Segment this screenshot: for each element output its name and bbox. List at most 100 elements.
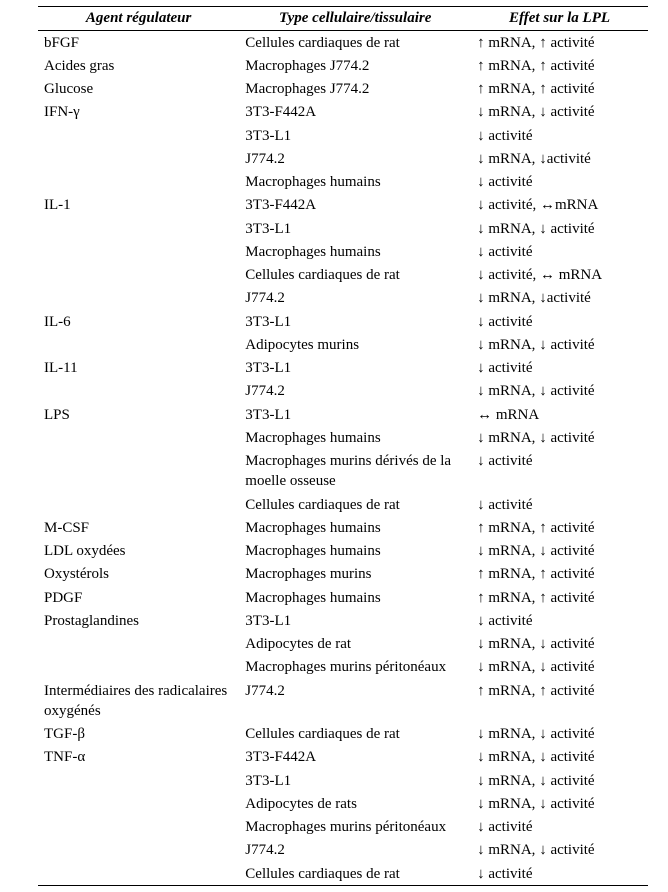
cell-type: Macrophages murins péritonéaux	[239, 816, 471, 839]
cell-type: Adipocytes de rats	[239, 792, 471, 815]
cell-effect: ↓ mRNA, ↓ activité	[471, 746, 648, 769]
table-row: GlucoseMacrophages J774.2↑ mRNA, ↑ activ…	[38, 78, 648, 101]
cell-agent	[38, 147, 239, 170]
cell-type: J774.2	[239, 287, 471, 310]
cell-agent	[38, 426, 239, 449]
cell-agent	[38, 493, 239, 516]
cell-agent	[38, 656, 239, 679]
table-row: Macrophages humains↓ mRNA, ↓ activité	[38, 426, 648, 449]
table-row: IL-113T3-L1↓ activité	[38, 357, 648, 380]
cell-agent: Intermédiaires des radicalaires oxygénés	[38, 679, 239, 723]
cell-agent	[38, 333, 239, 356]
cell-effect: ↓ mRNA, ↓ activité	[471, 839, 648, 862]
cell-type: Cellules cardiaques de rat	[239, 862, 471, 886]
cell-agent: M-CSF	[38, 516, 239, 539]
cell-agent	[38, 839, 239, 862]
cell-effect: ↑ mRNA, ↑ activité	[471, 563, 648, 586]
cell-type: Cellules cardiaques de rat	[239, 723, 471, 746]
cell-agent: PDGF	[38, 586, 239, 609]
cell-type: Macrophages humains	[239, 426, 471, 449]
cell-type: Macrophages murins péritonéaux	[239, 656, 471, 679]
table-row: TGF-βCellules cardiaques de rat↓ mRNA, ↓…	[38, 723, 648, 746]
cell-effect: ↓ mRNA, ↓ activité	[471, 380, 648, 403]
cell-effect: ↓ activité	[471, 240, 648, 263]
cell-agent: TNF-α	[38, 746, 239, 769]
cell-type: Macrophages humains	[239, 516, 471, 539]
table-row: Macrophages murins péritonéaux↓ activité	[38, 816, 648, 839]
table-row: 3T3-L1↓ mRNA, ↓ activité	[38, 217, 648, 240]
cell-effect: ↑ mRNA, ↑ activité	[471, 31, 648, 55]
cell-type: 3T3-L1	[239, 769, 471, 792]
cell-effect: ↓ activité	[471, 310, 648, 333]
cell-agent: IL-1	[38, 194, 239, 217]
table-row: LPS3T3-L1↔ mRNA	[38, 403, 648, 426]
cell-effect: ↓ mRNA, ↓ activité	[471, 333, 648, 356]
table-row: 3T3-L1↓ activité	[38, 124, 648, 147]
table-row: J774.2↓ mRNA, ↓ activité	[38, 839, 648, 862]
header-agent: Agent régulateur	[38, 7, 239, 31]
cell-type: Macrophages J774.2	[239, 54, 471, 77]
cell-effect: ↓ mRNA, ↓activité	[471, 287, 648, 310]
table-row: Macrophages murins dérivés de la moelle …	[38, 450, 648, 494]
table-row: Cellules cardiaques de rat↓ activité	[38, 862, 648, 886]
table-body: bFGFCellules cardiaques de rat↑ mRNA, ↑ …	[38, 31, 648, 886]
cell-agent	[38, 380, 239, 403]
cell-effect: ↓ mRNA, ↓activité	[471, 147, 648, 170]
cell-type: 3T3-L1	[239, 310, 471, 333]
cell-type: Macrophages murins dérivés de la moelle …	[239, 450, 471, 494]
cell-agent	[38, 240, 239, 263]
cell-effect: ↑ mRNA, ↑ activité	[471, 516, 648, 539]
cell-type: Cellules cardiaques de rat	[239, 264, 471, 287]
table-row: Acides grasMacrophages J774.2↑ mRNA, ↑ a…	[38, 54, 648, 77]
cell-type: Adipocytes murins	[239, 333, 471, 356]
cell-agent: bFGF	[38, 31, 239, 55]
cell-effect: ↓ activité, ↔mRNA	[471, 194, 648, 217]
table-header-row: Agent régulateur Type cellulaire/tissula…	[38, 7, 648, 31]
cell-effect: ↓ mRNA, ↓ activité	[471, 723, 648, 746]
table-row: Macrophages humains↓ activité	[38, 240, 648, 263]
cell-agent: IL-6	[38, 310, 239, 333]
cell-effect: ↑ mRNA, ↑ activité	[471, 679, 648, 723]
cell-effect: ↓ mRNA, ↓ activité	[471, 540, 648, 563]
table-row: Cellules cardiaques de rat↓ activité, ↔ …	[38, 264, 648, 287]
cell-type: 3T3-L1	[239, 609, 471, 632]
cell-agent	[38, 816, 239, 839]
cell-effect: ↓ mRNA, ↓ activité	[471, 792, 648, 815]
cell-type: 3T3-F442A	[239, 194, 471, 217]
table-row: IL-63T3-L1↓ activité	[38, 310, 648, 333]
table-row: J774.2↓ mRNA, ↓activité	[38, 147, 648, 170]
cell-effect: ↓ mRNA, ↓ activité	[471, 633, 648, 656]
cell-effect: ↓ activité	[471, 357, 648, 380]
cell-type: Macrophages humains	[239, 240, 471, 263]
table-row: J774.2↓ mRNA, ↓ activité	[38, 380, 648, 403]
cell-type: 3T3-L1	[239, 124, 471, 147]
cell-type: J774.2	[239, 679, 471, 723]
table-row: LDL oxydéesMacrophages humains↓ mRNA, ↓ …	[38, 540, 648, 563]
table-row: Intermédiaires des radicalaires oxygénés…	[38, 679, 648, 723]
cell-agent: Glucose	[38, 78, 239, 101]
cell-effect: ↓ mRNA, ↓ activité	[471, 217, 648, 240]
table-row: Cellules cardiaques de rat↓ activité	[38, 493, 648, 516]
cell-effect: ↑ mRNA, ↑ activité	[471, 54, 648, 77]
cell-effect: ↓ activité	[471, 450, 648, 494]
table-row: Macrophages murins péritonéaux↓ mRNA, ↓ …	[38, 656, 648, 679]
cell-effect: ↓ mRNA, ↓ activité	[471, 426, 648, 449]
cell-agent: IFN-γ	[38, 101, 239, 124]
cell-agent	[38, 217, 239, 240]
table-row: PDGFMacrophages humains↑ mRNA, ↑ activit…	[38, 586, 648, 609]
cell-agent	[38, 862, 239, 886]
cell-effect: ↓ activité, ↔ mRNA	[471, 264, 648, 287]
cell-agent	[38, 769, 239, 792]
cell-agent: TGF-β	[38, 723, 239, 746]
cell-agent	[38, 264, 239, 287]
cell-effect: ↔ mRNA	[471, 403, 648, 426]
cell-type: Macrophages murins	[239, 563, 471, 586]
table-row: M-CSFMacrophages humains↑ mRNA, ↑ activi…	[38, 516, 648, 539]
cell-effect: ↓ activité	[471, 609, 648, 632]
cell-type: 3T3-L1	[239, 403, 471, 426]
table-row: TNF-α3T3-F442A↓ mRNA, ↓ activité	[38, 746, 648, 769]
header-effect: Effet sur la LPL	[471, 7, 648, 31]
cell-type: Adipocytes de rat	[239, 633, 471, 656]
cell-agent: Oxystérols	[38, 563, 239, 586]
cell-effect: ↓ activité	[471, 493, 648, 516]
